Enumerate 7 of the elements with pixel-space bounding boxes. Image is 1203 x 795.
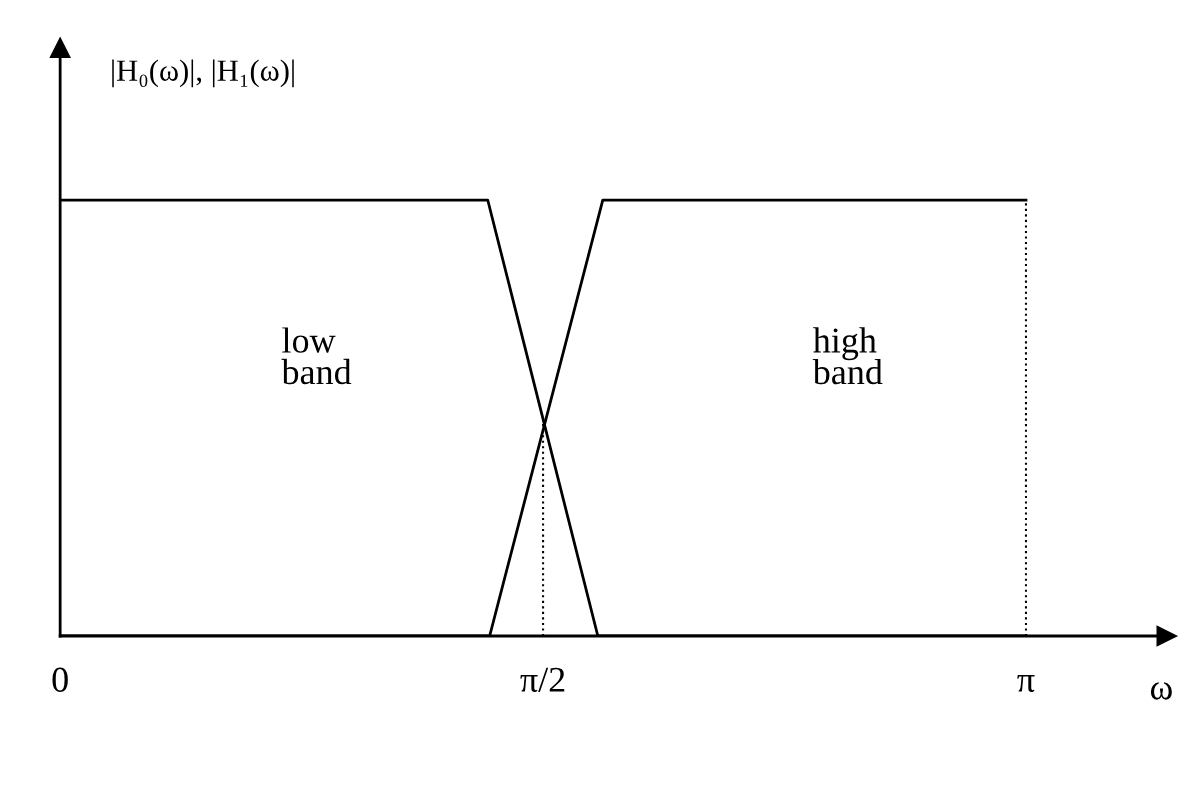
annotation: high band — [812, 327, 883, 385]
y-axis-title: |H₀(ω)|, |H₁(ω)| — [112, 59, 294, 88]
x-tick-label: 0 — [52, 667, 68, 692]
x-tick-label: π/2 — [520, 667, 565, 692]
x-axis-title: ω — [1150, 682, 1172, 700]
annotation: low band — [281, 327, 352, 385]
x-tick-label: π — [1017, 675, 1035, 692]
